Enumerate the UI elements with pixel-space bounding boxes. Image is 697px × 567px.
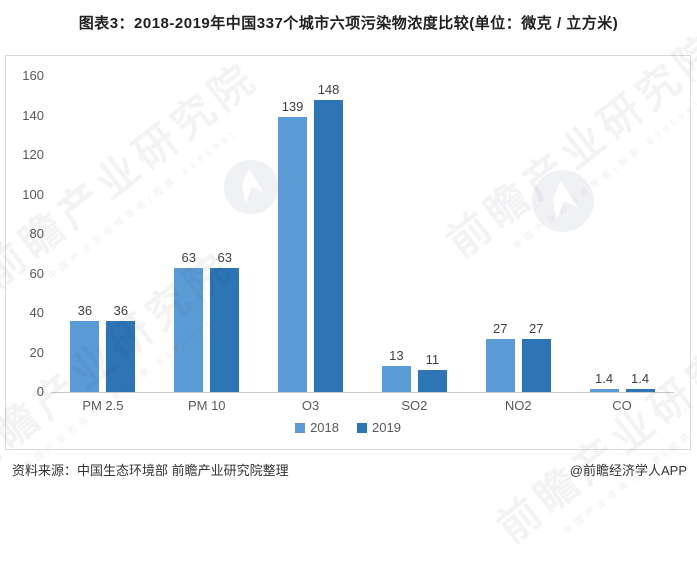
bar-group: 36 36 [70,302,136,392]
bar-2018 [381,366,411,392]
bar-wrap: 1.4 [625,371,655,392]
bar-wrap: 1.4 [589,371,619,392]
y-axis-tick: 160 [22,68,44,83]
bar-group: 63 63 [174,249,240,392]
bar-wrap: 11 [417,352,447,392]
x-axis-label: CO [612,398,632,413]
legend-label: 2018 [310,420,339,435]
bar-wrap: 148 [314,81,344,392]
bar-group: 27 27 [485,320,551,392]
bar-value-label: 1.4 [595,371,614,387]
y-axis-tick: 100 [22,186,44,202]
y-axis: 0 20 40 60 80 100 120 140 160 [6,56,44,399]
bar-value-label: 36 [77,302,93,318]
bar-wrap: 13 [381,348,411,392]
bar-wrap: 139 [278,99,308,392]
bar-value-label: 63 [217,249,232,265]
bar-group: 139 148 [278,81,344,392]
bar-2019 [521,338,551,392]
legend-item-2018: 2018 [295,420,339,435]
bar-group: 13 11 [381,348,447,392]
legend: 2018 2019 [6,420,690,435]
bar-group: 1.4 1.4 [589,371,655,392]
y-axis-tick: 140 [22,107,44,123]
y-axis-tick: 20 [29,344,44,360]
x-axis-label: PM 10 [187,398,226,413]
bar-2019 [417,370,447,392]
x-axis: PM 2.5 PM 10 O3 SO2 NO2 CO [51,398,674,413]
bar-value-label: 148 [317,81,340,97]
x-axis-label: O3 [301,398,320,413]
bar-value-label: 27 [492,320,508,336]
bar-wrap: 63 [174,249,204,392]
y-axis-tick: 80 [29,226,44,241]
page-title: 图表3：2018-2019年中国337个城市六项污染物浓度比较(单位：微克 / … [78,15,619,32]
bar-2018 [589,389,619,392]
legend-swatch-icon [357,422,367,433]
bar-value-label: 139 [281,99,304,115]
bar-2018 [278,117,308,392]
bar-value-label: 27 [528,320,544,336]
x-axis-label: PM 2.5 [82,398,124,413]
bar-wrap: 36 [70,302,100,392]
bar-wrap: 36 [106,302,136,392]
bar-value-label: 36 [113,302,129,318]
bar-2018 [70,320,100,392]
legend-label: 2019 [372,420,401,435]
y-axis-tick: 60 [29,265,44,281]
y-axis-tick: 40 [29,305,44,320]
footer: 资料来源：中国生态环境部 前瞻产业研究院整理 @前瞻经济学人APP [0,460,697,479]
chart-area: 0 20 40 60 80 100 120 140 160 36 36 63 63 139 148 13 11… [5,55,691,450]
bar-value-label: 1.4 [631,371,650,387]
legend-swatch-icon [295,422,306,433]
bar-2019 [314,99,344,392]
bar-wrap: 27 [485,320,515,392]
bar-value-label: 11 [425,352,440,368]
bar-2018 [485,338,515,392]
y-axis-tick: 120 [22,147,44,162]
bar-wrap: 63 [210,249,240,392]
plot-area: 36 36 63 63 139 148 13 11 27 27 1.4 1.4 [51,56,674,393]
x-axis-label: SO2 [401,398,428,413]
brand-text: @前瞻经济学人APP [569,463,687,478]
y-axis-tick: 0 [36,384,44,399]
bar-value-label: 63 [181,249,196,265]
bar-2019 [106,320,136,392]
bar-2019 [210,267,240,392]
source-text: 资料来源：中国生态环境部 前瞻产业研究院整理 [12,463,289,478]
legend-item-2019: 2019 [357,420,401,435]
bar-2019 [625,389,655,392]
bar-value-label: 13 [389,348,404,364]
bar-wrap: 27 [521,320,551,392]
x-axis-label: NO2 [504,398,532,413]
bar-2018 [174,267,204,392]
